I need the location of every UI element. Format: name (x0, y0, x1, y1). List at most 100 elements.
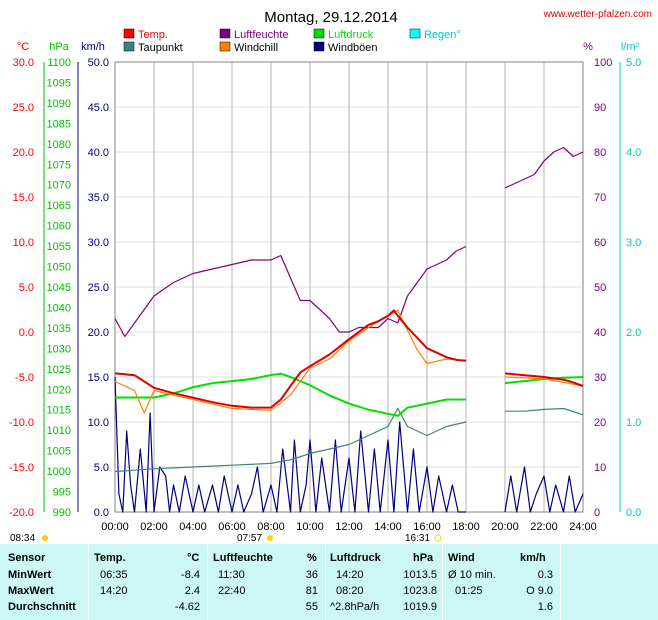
noon-time: 07:57 (237, 533, 262, 544)
humidity-tick-label: 40 (594, 327, 606, 339)
wind-tick-label: 0.0 (94, 507, 109, 519)
legend-label: Luftdruck (328, 29, 374, 41)
legend-swatch (219, 28, 231, 39)
column-divider (325, 544, 326, 620)
site-link[interactable]: www.wetter-pfalzen.com (543, 9, 652, 20)
x-tick-label: 18:00 (452, 521, 480, 533)
series-temp-line (114, 309, 584, 409)
legend-label: Windböen (328, 42, 378, 54)
pressure-tick-label: 1030 (47, 343, 71, 355)
temp-unit: °C (17, 41, 29, 53)
pressure-tick-label: 1080 (47, 139, 71, 151)
pressure-time: 08:20 (336, 585, 364, 597)
wind-tick-label: 25.0 (88, 282, 109, 294)
humidity-tick-label: 80 (594, 147, 606, 159)
rain-tick-label: 4.0 (626, 147, 641, 159)
temp-tick-label: -15.0 (9, 462, 34, 474)
humidity-tick-label: 10 (594, 462, 606, 474)
header-humidity: Luftfeuchte (213, 552, 273, 564)
temp-tick-label: 30.0 (13, 57, 34, 69)
humidity-value: 55 (305, 601, 318, 613)
temp-tick-label: 15.0 (13, 192, 34, 204)
humidity-unit: % (583, 41, 593, 53)
wind-tick-label: 45.0 (88, 102, 109, 114)
pressure-tick-label: 1055 (47, 241, 71, 253)
temp-tick-label: -5.0 (15, 372, 34, 384)
series-luftfeuchte-line (114, 146, 584, 338)
humidity-value: 81 (305, 585, 318, 597)
legend-label: Taupunkt (138, 42, 183, 54)
grid (114, 61, 584, 513)
x-tick-label: 12:00 (335, 521, 363, 533)
header-pressure: Luftdruck (330, 552, 381, 564)
temp-tick-label: 25.0 (13, 102, 34, 114)
humidity-tick-label: 50 (594, 282, 606, 294)
humidity-tick-label: 90 (594, 102, 606, 114)
legend-swatch (313, 28, 325, 39)
header-temp-unit: °C (187, 552, 200, 564)
series-windböen-line (114, 376, 584, 513)
legend: Temp. Luftfeuchte Luftdruck Regen° Taupunkt W… (123, 28, 461, 54)
plot-area (114, 146, 584, 513)
pressure-tick-label: 1050 (47, 262, 71, 274)
pressure-trend: ^2.8hPa/h (330, 601, 380, 613)
x-tick-label: 22:00 (530, 521, 558, 533)
column-divider (207, 544, 208, 620)
pressure-value: 1019.9 (403, 601, 437, 613)
temp-value: -8.4 (181, 569, 200, 581)
sunset-time: 16:31 (405, 533, 430, 544)
temp-tick-label: 0.0 (19, 327, 34, 339)
pressure-tick-label: 990 (53, 507, 71, 519)
humidity-tick-label: 60 (594, 237, 606, 249)
temp-time: 14:20 (100, 585, 128, 597)
legend-swatch (313, 41, 325, 52)
pressure-tick-label: 1045 (47, 282, 71, 294)
pressure-tick-label: 1020 (47, 384, 71, 396)
humidity-value: 36 (305, 569, 318, 581)
sun-times: 08:34 07:57 16:31 (10, 533, 442, 544)
pressure-tick-label: 1015 (47, 405, 71, 417)
x-tick-label: 04:00 (179, 521, 207, 533)
pressure-tick-label: 1000 (47, 466, 71, 478)
pressure-tick-label: 1075 (47, 159, 71, 171)
pressure-time: 14:20 (336, 569, 364, 581)
pressure-tick-label: 995 (53, 487, 71, 499)
pressure-value: 1013.5 (403, 569, 437, 581)
header-humidity-unit: % (307, 552, 317, 564)
x-tick-label: 20:00 (491, 521, 519, 533)
rain-unit: l/m² (621, 41, 640, 53)
wind-value: 1.6 (537, 601, 553, 613)
header-sensor: Sensor (8, 552, 46, 564)
legend-swatch (123, 28, 135, 39)
legend-label: Luftfeuchte (234, 29, 288, 41)
pressure-tick-label: 1085 (47, 118, 71, 130)
pressure-tick-label: 1010 (47, 425, 71, 437)
pressure-tick-label: 1065 (47, 200, 71, 212)
pressure-tick-label: 1035 (47, 323, 71, 335)
column-divider (442, 544, 443, 620)
row-label: MinWert (8, 569, 52, 581)
temp-value: 2.4 (184, 585, 200, 597)
x-tick-label: 00:00 (101, 521, 129, 533)
pressure-tick-label: 1060 (47, 221, 71, 233)
pressure-tick-label: 1040 (47, 302, 71, 314)
pressure-unit: hPa (49, 41, 69, 53)
pressure-tick-label: 1100 (47, 57, 71, 69)
chart-title: Montag, 29.12.2014 (264, 9, 397, 26)
stats-table: Sensor Temp. °C Luftfeuchte % Luftdruck … (0, 544, 658, 620)
wind-unit: km/h (81, 41, 105, 53)
pressure-tick-label: 1090 (47, 98, 71, 110)
wind-tick-label: 10.0 (88, 417, 109, 429)
humidity-time: 11:30 (218, 569, 245, 581)
temp-tick-label: -20.0 (9, 507, 34, 519)
x-tick-label: 14:00 (374, 521, 402, 533)
series-windchill-line (114, 309, 584, 414)
temp-value: -4.62 (174, 601, 200, 613)
pressure-tick-label: 1070 (47, 180, 71, 192)
header-temp: Temp. (94, 552, 126, 564)
humidity-time: 22:40 (218, 585, 246, 597)
x-tick-label: 02:00 (140, 521, 168, 533)
wind-tick-label: 40.0 (88, 147, 109, 159)
temp-time: 06:35 (100, 569, 128, 581)
wind-desc: 01:25 (455, 585, 483, 597)
